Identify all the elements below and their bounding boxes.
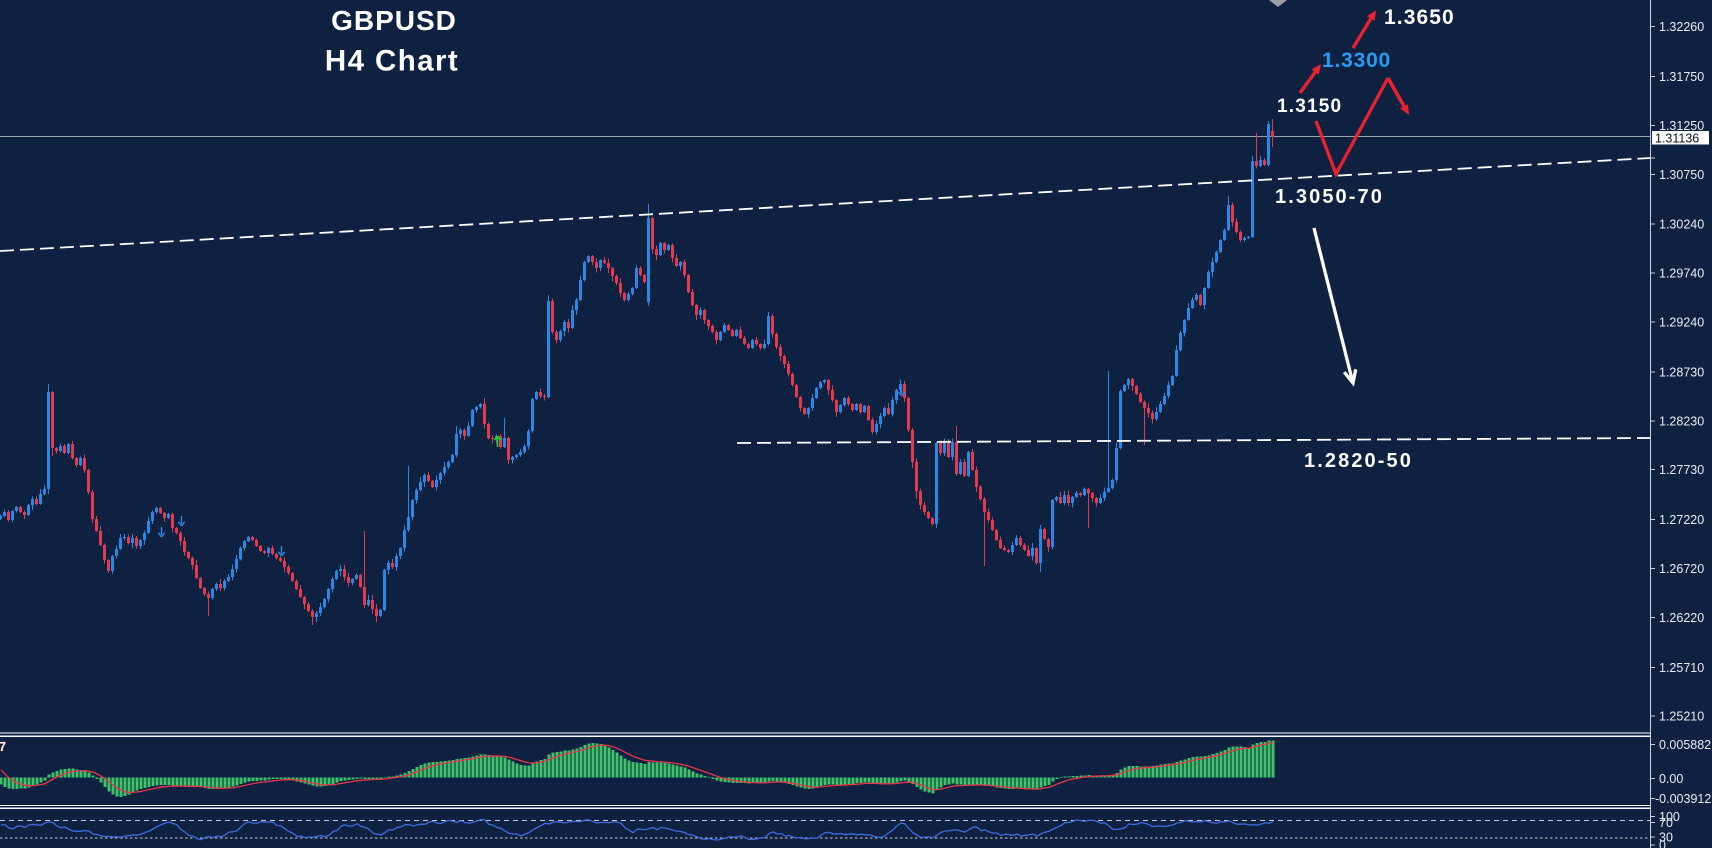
svg-text:1.27220: 1.27220	[1659, 513, 1704, 527]
svg-text:GBPUSD: GBPUSD	[331, 5, 457, 36]
svg-text:0: 0	[1659, 839, 1666, 848]
svg-text:70: 70	[1659, 816, 1673, 830]
svg-text:1.30240: 1.30240	[1659, 218, 1704, 232]
svg-text:1.29740: 1.29740	[1659, 267, 1704, 281]
svg-text:1.3150: 1.3150	[1277, 96, 1342, 117]
svg-text:1.3650: 1.3650	[1384, 6, 1455, 29]
svg-text:0.005882: 0.005882	[1659, 738, 1711, 752]
svg-text:30: 30	[1659, 831, 1673, 845]
svg-text:1.28730: 1.28730	[1659, 365, 1704, 379]
svg-text:1.27730: 1.27730	[1659, 463, 1704, 477]
svg-text:1.25710: 1.25710	[1659, 661, 1704, 675]
svg-text:1.3300: 1.3300	[1322, 49, 1391, 72]
svg-text:1.29240: 1.29240	[1659, 316, 1704, 330]
svg-text:1.25210: 1.25210	[1659, 710, 1704, 724]
svg-text:1.30750: 1.30750	[1659, 168, 1704, 182]
svg-text:1.2820-50: 1.2820-50	[1304, 450, 1413, 472]
svg-text:7: 7	[0, 740, 6, 754]
svg-text:H4 Chart: H4 Chart	[325, 45, 459, 78]
svg-text:0.00: 0.00	[1659, 772, 1683, 786]
svg-text:1.3050-70: 1.3050-70	[1275, 186, 1384, 208]
svg-text:1.32260: 1.32260	[1659, 20, 1704, 34]
svg-text:100: 100	[1659, 810, 1680, 824]
svg-text:1.31750: 1.31750	[1659, 70, 1704, 84]
svg-text:1.31136: 1.31136	[1655, 132, 1699, 146]
svg-text:1.31250: 1.31250	[1659, 119, 1704, 133]
svg-text:1.26720: 1.26720	[1659, 562, 1704, 576]
svg-text:1.26220: 1.26220	[1659, 611, 1704, 625]
svg-text:1.28230: 1.28230	[1659, 414, 1704, 428]
svg-text:-0.003912: -0.003912	[1655, 792, 1711, 806]
